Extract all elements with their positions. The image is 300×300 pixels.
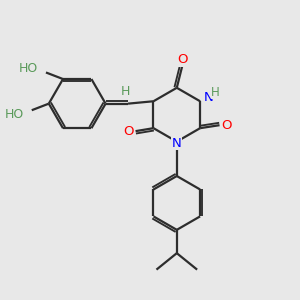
Text: H: H xyxy=(121,85,130,98)
Text: HO: HO xyxy=(4,108,24,121)
Text: O: O xyxy=(221,119,231,132)
Text: HO: HO xyxy=(19,62,38,75)
Text: O: O xyxy=(124,125,134,138)
Text: O: O xyxy=(177,53,188,66)
Text: H: H xyxy=(211,86,220,99)
Text: N: N xyxy=(204,91,213,104)
Text: N: N xyxy=(172,136,182,150)
